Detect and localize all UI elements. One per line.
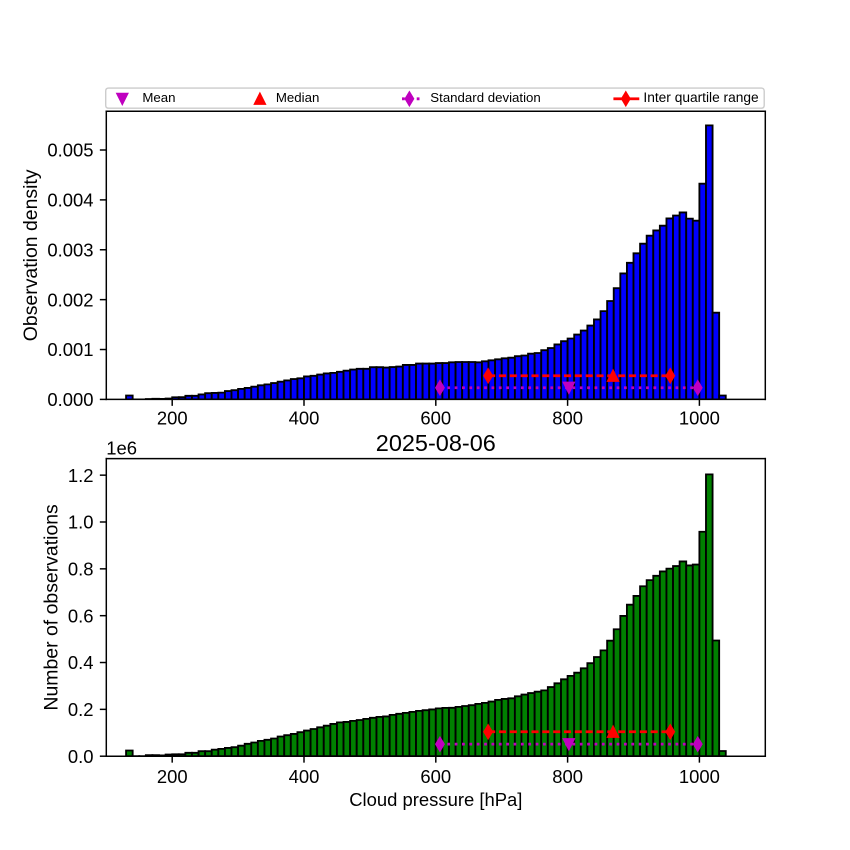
svg-text:1e6: 1e6 — [106, 437, 137, 458]
svg-text:2025-08-06: 2025-08-06 — [376, 430, 496, 456]
svg-text:1.2: 1.2 — [68, 465, 94, 486]
svg-text:0.2: 0.2 — [68, 699, 94, 720]
svg-text:1.0: 1.0 — [68, 512, 94, 533]
svg-text:0.6: 0.6 — [68, 605, 94, 626]
svg-text:800: 800 — [552, 766, 583, 787]
svg-text:1000: 1000 — [679, 408, 720, 429]
svg-text:Cloud pressure [hPa]: Cloud pressure [hPa] — [349, 789, 522, 810]
svg-text:0.001: 0.001 — [47, 339, 93, 360]
svg-text:0.003: 0.003 — [47, 239, 93, 260]
svg-text:0.4: 0.4 — [68, 652, 94, 673]
svg-text:0.002: 0.002 — [47, 289, 93, 310]
svg-text:200: 200 — [157, 408, 188, 429]
svg-text:Standard deviation: Standard deviation — [430, 90, 540, 105]
svg-text:1000: 1000 — [679, 766, 720, 787]
svg-text:0.000: 0.000 — [47, 389, 93, 410]
svg-text:0.8: 0.8 — [68, 559, 94, 580]
svg-text:400: 400 — [289, 408, 320, 429]
svg-text:Median: Median — [276, 90, 319, 105]
svg-text:600: 600 — [420, 408, 451, 429]
svg-text:0.0: 0.0 — [68, 746, 94, 767]
svg-text:0.004: 0.004 — [47, 190, 93, 211]
svg-text:Inter quartile range: Inter quartile range — [643, 90, 759, 105]
svg-text:Number of observations: Number of observations — [40, 504, 62, 711]
svg-text:400: 400 — [289, 766, 320, 787]
svg-text:Observation density: Observation density — [20, 169, 42, 341]
svg-text:200: 200 — [157, 766, 188, 787]
svg-text:Mean: Mean — [142, 90, 175, 105]
svg-text:0.005: 0.005 — [47, 140, 93, 161]
svg-text:600: 600 — [420, 766, 451, 787]
svg-text:800: 800 — [552, 408, 583, 429]
